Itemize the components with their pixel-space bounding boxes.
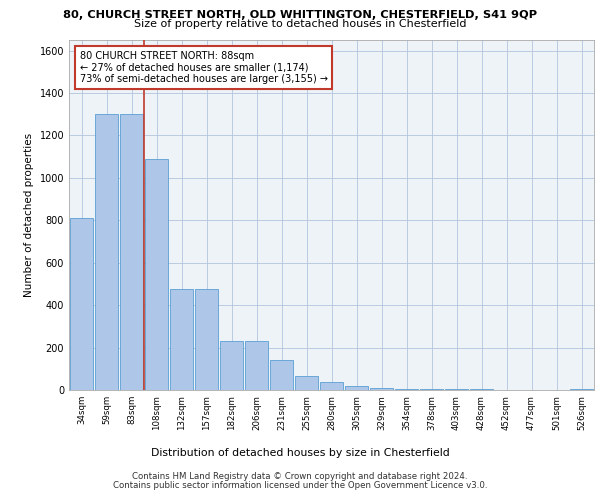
Bar bbox=[170, 289, 193, 390]
Bar bbox=[145, 159, 169, 390]
Text: Contains public sector information licensed under the Open Government Licence v3: Contains public sector information licen… bbox=[113, 481, 487, 490]
Bar bbox=[344, 386, 368, 390]
Text: Contains HM Land Registry data © Crown copyright and database right 2024.: Contains HM Land Registry data © Crown c… bbox=[132, 472, 468, 481]
Bar bbox=[395, 388, 418, 390]
Bar bbox=[95, 114, 118, 390]
Bar bbox=[269, 360, 293, 390]
Bar bbox=[569, 389, 593, 390]
Bar bbox=[70, 218, 94, 390]
Bar bbox=[194, 289, 218, 390]
Text: Size of property relative to detached houses in Chesterfield: Size of property relative to detached ho… bbox=[134, 19, 466, 29]
Bar bbox=[470, 389, 493, 390]
Text: Distribution of detached houses by size in Chesterfield: Distribution of detached houses by size … bbox=[151, 448, 449, 458]
Bar bbox=[220, 341, 244, 390]
Bar bbox=[419, 388, 443, 390]
Bar bbox=[119, 114, 143, 390]
Bar bbox=[245, 341, 268, 390]
Text: 80, CHURCH STREET NORTH, OLD WHITTINGTON, CHESTERFIELD, S41 9QP: 80, CHURCH STREET NORTH, OLD WHITTINGTON… bbox=[63, 10, 537, 20]
Bar bbox=[370, 388, 394, 390]
Bar bbox=[295, 376, 319, 390]
Y-axis label: Number of detached properties: Number of detached properties bbox=[24, 133, 34, 297]
Bar bbox=[320, 382, 343, 390]
Text: 80 CHURCH STREET NORTH: 88sqm
← 27% of detached houses are smaller (1,174)
73% o: 80 CHURCH STREET NORTH: 88sqm ← 27% of d… bbox=[79, 50, 328, 84]
Bar bbox=[445, 389, 469, 390]
